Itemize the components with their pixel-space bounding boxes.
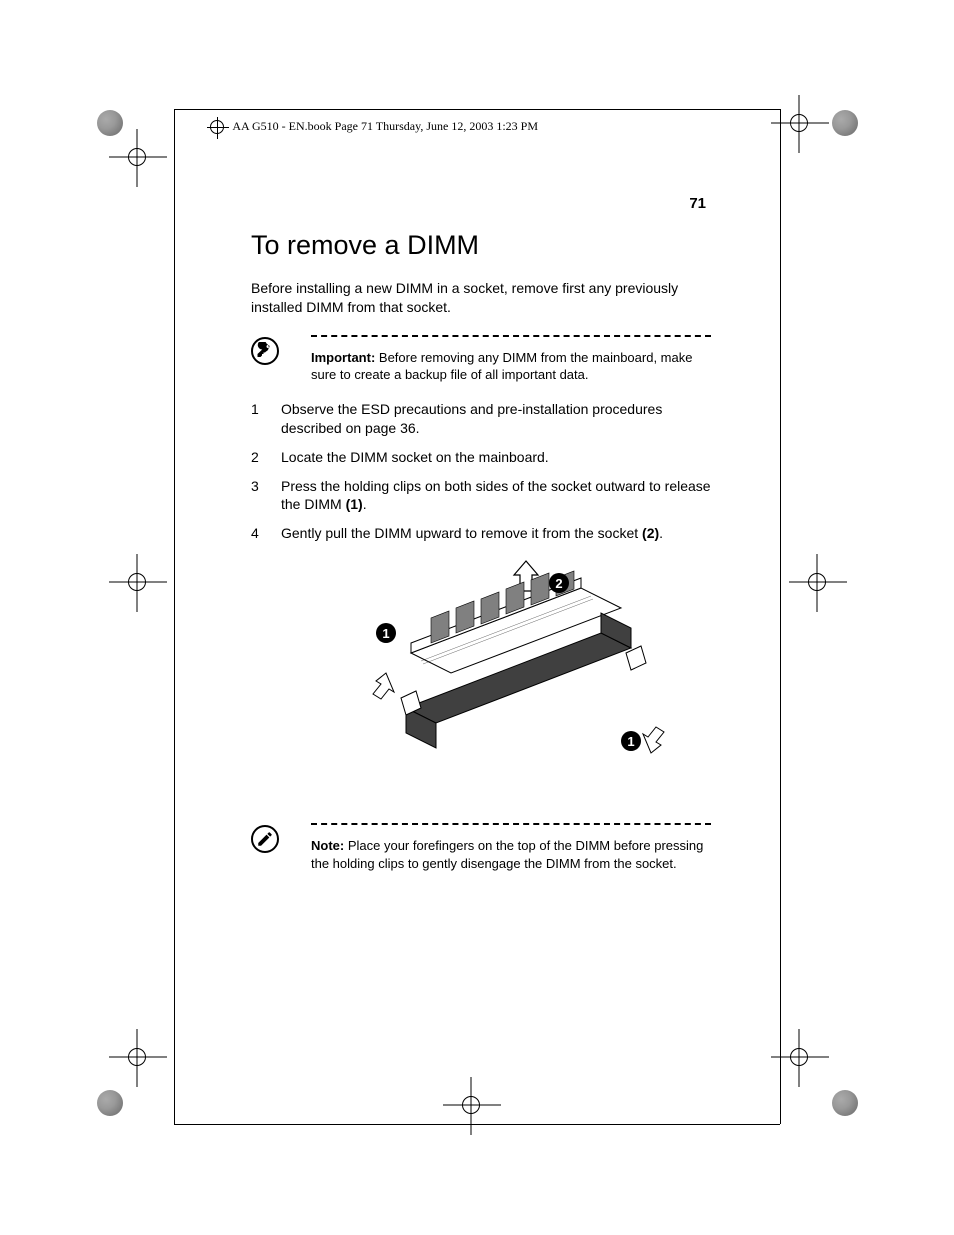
crop-line-right (780, 109, 781, 1124)
note-icon-col (251, 823, 311, 872)
key-icon (251, 337, 279, 365)
svg-text:2: 2 (555, 576, 562, 591)
steps-list: 1 Observe the ESD precautions and pre-in… (251, 400, 711, 543)
dimm-diagram: 1 1 2 (251, 553, 711, 813)
pencil-icon (251, 825, 279, 853)
important-icon-col (251, 335, 311, 384)
important-text: Important: Before removing any DIMM from… (311, 335, 711, 384)
note-text: Note: Place your forefingers on the top … (311, 823, 711, 872)
dimm-svg: 1 1 2 (331, 553, 671, 813)
note-callout: Note: Place your forefingers on the top … (251, 823, 711, 872)
color-ball-icon (832, 110, 858, 136)
intro-paragraph: Before installing a new DIMM in a socket… (251, 279, 711, 317)
registration-mark-icon (128, 573, 146, 591)
dash-rule (311, 823, 711, 825)
note-label: Note: (311, 838, 344, 853)
important-label: Important: (311, 350, 375, 365)
crop-line-bottom (174, 1124, 780, 1125)
crop-line-top (174, 109, 780, 110)
crosshair-icon (210, 120, 224, 134)
step-3: 3 Press the holding clips on both sides … (251, 477, 711, 515)
step-2: 2 Locate the DIMM socket on the mainboar… (251, 448, 711, 467)
step-text: Gently pull the DIMM upward to remove it… (281, 525, 642, 541)
step-number: 4 (251, 524, 259, 543)
color-ball-icon (832, 1090, 858, 1116)
step-text: Locate the DIMM socket on the mainboard. (281, 449, 549, 465)
registration-mark-icon (808, 573, 826, 591)
color-ball-icon (97, 110, 123, 136)
crop-line-left (174, 109, 175, 1124)
registration-mark-icon (128, 148, 146, 166)
registration-mark-icon (790, 114, 808, 132)
document-path: AA G510 - EN.book Page 71 Thursday, June… (210, 119, 538, 134)
step-number: 2 (251, 448, 259, 467)
step-bold: (2) (642, 525, 659, 541)
step-4: 4 Gently pull the DIMM upward to remove … (251, 524, 711, 543)
step-text-end: . (659, 525, 663, 541)
step-text: Observe the ESD precautions and pre-inst… (281, 401, 662, 436)
step-number: 1 (251, 400, 259, 419)
step-bold: (1) (346, 496, 363, 512)
color-ball-icon (97, 1090, 123, 1116)
important-callout: Important: Before removing any DIMM from… (251, 335, 711, 384)
registration-mark-icon (462, 1096, 480, 1114)
dash-rule (311, 335, 711, 337)
step-number: 3 (251, 477, 259, 496)
registration-mark-icon (128, 1048, 146, 1066)
step-text-end: . (363, 496, 367, 512)
page-number: 71 (689, 195, 706, 212)
step-1: 1 Observe the ESD precautions and pre-in… (251, 400, 711, 438)
document-path-text: AA G510 - EN.book Page 71 Thursday, June… (232, 119, 538, 133)
content-area: To remove a DIMM Before installing a new… (251, 230, 711, 888)
note-body: Place your forefingers on the top of the… (311, 838, 703, 871)
page-title: To remove a DIMM (251, 230, 711, 261)
page: AA G510 - EN.book Page 71 Thursday, June… (0, 0, 954, 1235)
svg-text:1: 1 (627, 734, 634, 749)
svg-text:1: 1 (382, 626, 389, 641)
registration-mark-icon (790, 1048, 808, 1066)
